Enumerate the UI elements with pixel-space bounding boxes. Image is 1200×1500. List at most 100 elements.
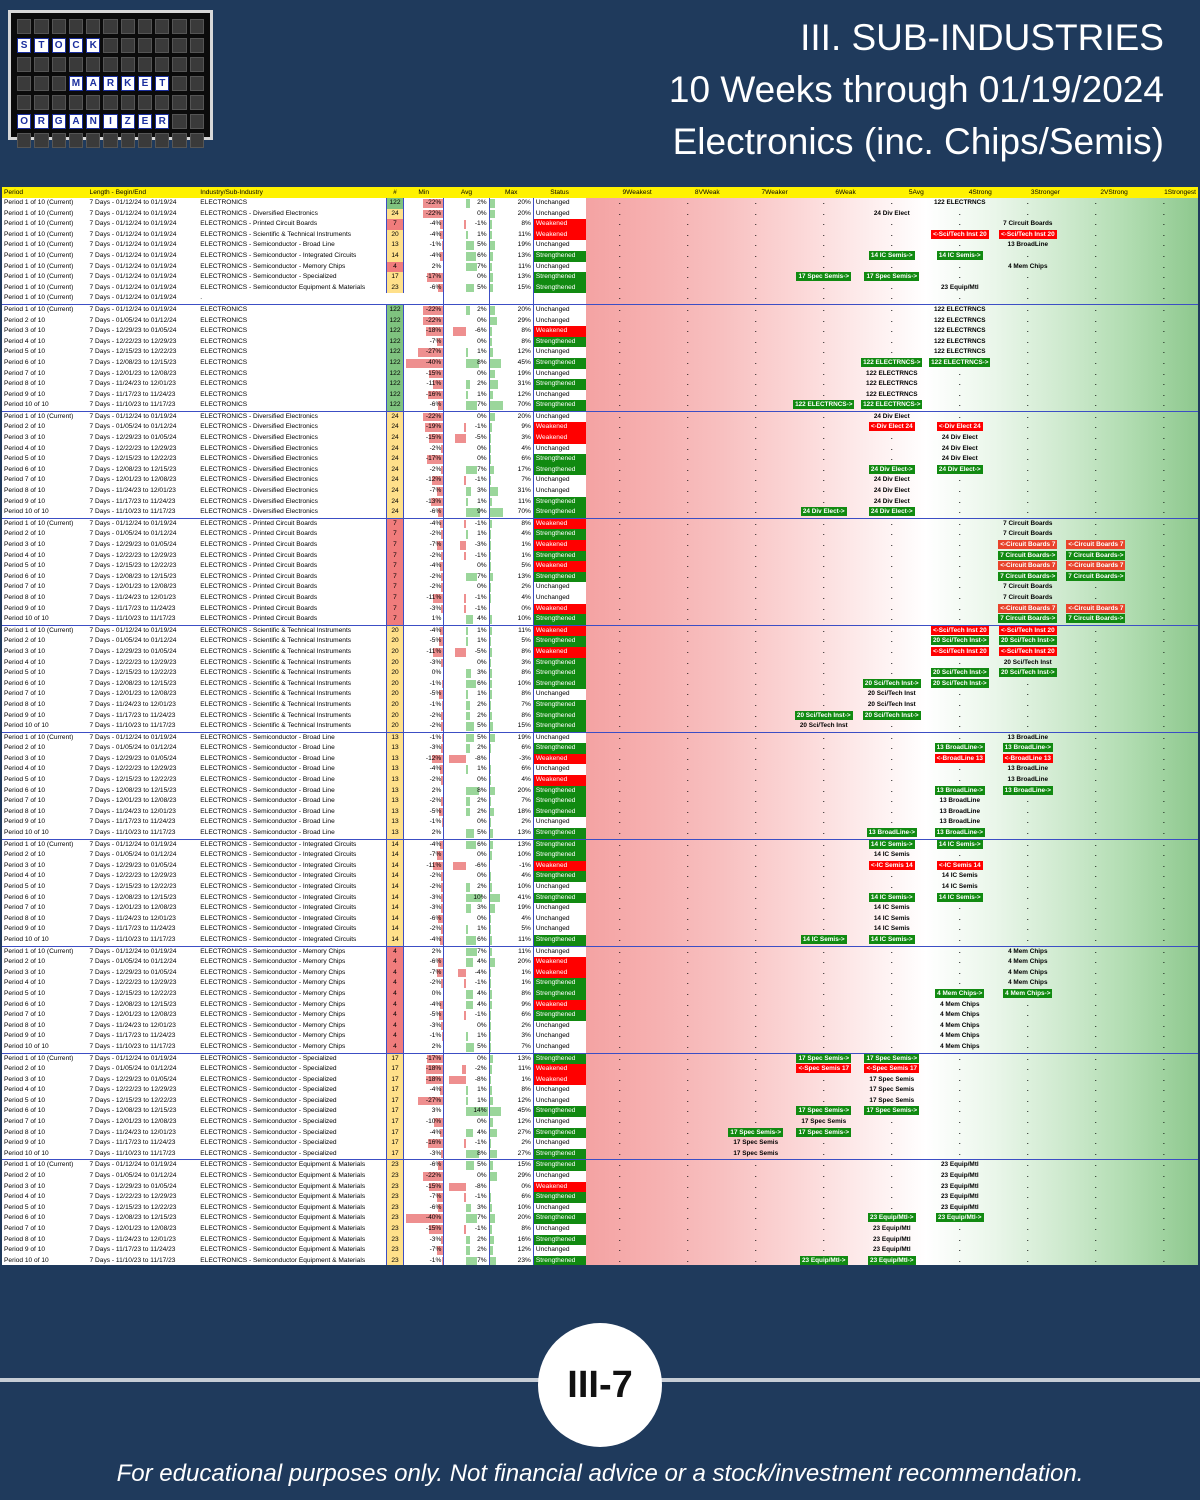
min-bar xyxy=(432,754,443,764)
min-bar xyxy=(437,401,443,410)
zone-cell: . xyxy=(1061,924,1130,935)
col-header-7weaker[interactable]: 7Weaker xyxy=(721,187,790,198)
zone-cell: 20 Sci/Tech Inst-> xyxy=(993,668,1062,679)
zone-cell: . xyxy=(1061,785,1130,797)
avg-cell: 2% xyxy=(443,743,490,754)
zone-cell: . xyxy=(789,1202,858,1214)
min-bar xyxy=(439,1000,443,1010)
zone-cell: . xyxy=(789,871,858,882)
zone-cell: . xyxy=(857,967,926,979)
zone-cell: <-Sci/Tech Inst 20 xyxy=(925,229,994,241)
col-header-status[interactable]: Status xyxy=(533,187,586,198)
zone-cell: . xyxy=(585,454,654,465)
zone-cell: . xyxy=(721,1010,790,1021)
logo-tile xyxy=(34,76,49,91)
min-cell: -4% xyxy=(403,999,445,1011)
industry-cell: ELECTRONICS - Semiconductor - Broad Line xyxy=(200,754,335,762)
max-value: 2% xyxy=(521,583,531,591)
col-header-2vstrong[interactable]: 2VStrong xyxy=(1061,187,1130,198)
zone-cell: . xyxy=(653,454,722,465)
zone-label: 7 Circuit Boards-> xyxy=(1066,571,1126,581)
col-header-1strongest[interactable]: 1Strongest xyxy=(1129,187,1198,198)
zone-cell: . xyxy=(721,1159,790,1172)
length-cell: 7 Days - 01/05/24 to 01/12/24 xyxy=(89,637,177,645)
industry-cell: ELECTRONICS - Diversified Electronics xyxy=(200,508,318,516)
max-value: 13% xyxy=(517,572,531,580)
min-value: -5% xyxy=(429,690,442,698)
col-header-8vweak[interactable]: 8VWeak xyxy=(653,187,722,198)
zone-cell: . xyxy=(585,1192,654,1203)
zone-label: <-Circuit Boards 7 xyxy=(998,603,1058,613)
zone-cell: . xyxy=(925,582,994,593)
col-header-4strong[interactable]: 4Strong xyxy=(925,187,994,198)
zone-label: 17 Spec Semis xyxy=(869,1096,915,1104)
period-cell: Period 8 of 10 xyxy=(4,914,46,922)
avg-cell: -1% xyxy=(443,517,490,530)
zone-cell: . xyxy=(925,1234,994,1246)
zone-cell: . xyxy=(585,903,654,914)
zone-cell: 122 ELECTRNCS xyxy=(925,315,994,327)
col-header-industry-sub-industry[interactable]: Industry/Sub-Industry xyxy=(198,187,387,198)
zone-label: 24 Div Elect xyxy=(941,455,978,463)
col-header-6weak[interactable]: 6Weak xyxy=(789,187,858,198)
col-header-3stronger[interactable]: 3Stronger xyxy=(993,187,1062,198)
max-bar xyxy=(489,444,491,454)
count-cell: 7 xyxy=(385,614,405,626)
length-cell: 7 Days - 01/12/24 to 01/19/24 xyxy=(87,517,199,530)
avg-value: 1% xyxy=(477,765,487,773)
period-cell: Period 5 of 10 xyxy=(4,562,46,570)
avg-bar xyxy=(466,1203,472,1213)
zone-cell: . xyxy=(653,603,722,615)
industry-cell: ELECTRONICS - Semiconductor - Memory Chi… xyxy=(200,979,346,987)
avg-bar xyxy=(466,348,468,357)
avg-cell: 8% xyxy=(443,1148,490,1160)
max-bar xyxy=(489,519,492,529)
zone-cell: . xyxy=(585,731,654,744)
col-header-min[interactable]: Min xyxy=(403,187,444,198)
logo-tile xyxy=(103,133,118,148)
zone-cell: . xyxy=(721,229,790,241)
zone-cell: . xyxy=(857,988,926,1000)
zone-cell: 17 Spec Semis-> xyxy=(789,1052,858,1065)
status-cell: Strengthened xyxy=(533,1255,586,1265)
col-header-9weakest[interactable]: 9Weakest xyxy=(585,187,654,198)
zone-cell: . xyxy=(857,1010,926,1021)
period-cell: Period 2 of 10 xyxy=(4,637,46,645)
table-row: Period 9 of 10 7 Days - 11/17/23 to 11/24… xyxy=(2,710,1198,722)
zone-cell: . xyxy=(925,1085,994,1096)
col-header-period[interactable]: Period xyxy=(2,187,88,198)
zone-cell: . xyxy=(721,517,790,530)
zone-cell: . xyxy=(1129,1010,1198,1021)
zone-cell: . xyxy=(653,282,722,294)
col-header-avg[interactable]: Avg xyxy=(443,187,490,198)
max-cell: 8% xyxy=(489,689,534,700)
zone-label: 7 Circuit Boards xyxy=(1003,220,1053,228)
zone-cell: . xyxy=(1129,817,1198,829)
min-bar xyxy=(436,1193,443,1202)
col-header-length-begin-end[interactable]: Length - Begin/End xyxy=(87,187,199,198)
length-cell: 7 Days - 01/05/24 to 01/12/24 xyxy=(89,851,177,859)
min-bar xyxy=(422,412,443,422)
zone-cell: . xyxy=(653,892,722,904)
avg-cell: -1% xyxy=(443,1138,490,1149)
col-header-[interactable]: # xyxy=(386,187,404,198)
zone-cell: . xyxy=(993,689,1062,700)
zone-cell: . xyxy=(1061,689,1130,700)
col-header-5avg[interactable]: 5Avg xyxy=(857,187,926,198)
max-cell: 13% xyxy=(489,571,534,583)
logo-tile xyxy=(120,19,135,34)
zone-cell: . xyxy=(925,486,994,497)
zone-cell: 14 IC Semis-> xyxy=(925,892,994,904)
table-row: Period 8 of 10 7 Days - 11/24/23 to 12/01… xyxy=(2,1127,1198,1139)
logo-tile: O xyxy=(17,114,32,129)
zone-cell: . xyxy=(789,410,858,423)
zone-cell: . xyxy=(993,882,1062,893)
col-header-max[interactable]: Max xyxy=(489,187,534,198)
zone-cell: . xyxy=(1061,967,1130,979)
count-cell: 4 xyxy=(385,999,405,1011)
max-bar xyxy=(489,369,495,379)
period-cell: Period 1 of 10 (Current) xyxy=(2,838,88,851)
period-cell: Period 8 of 10 xyxy=(4,1021,46,1029)
status-cell: Strengthened xyxy=(533,1148,586,1160)
max-cell: 2% xyxy=(489,1138,534,1149)
